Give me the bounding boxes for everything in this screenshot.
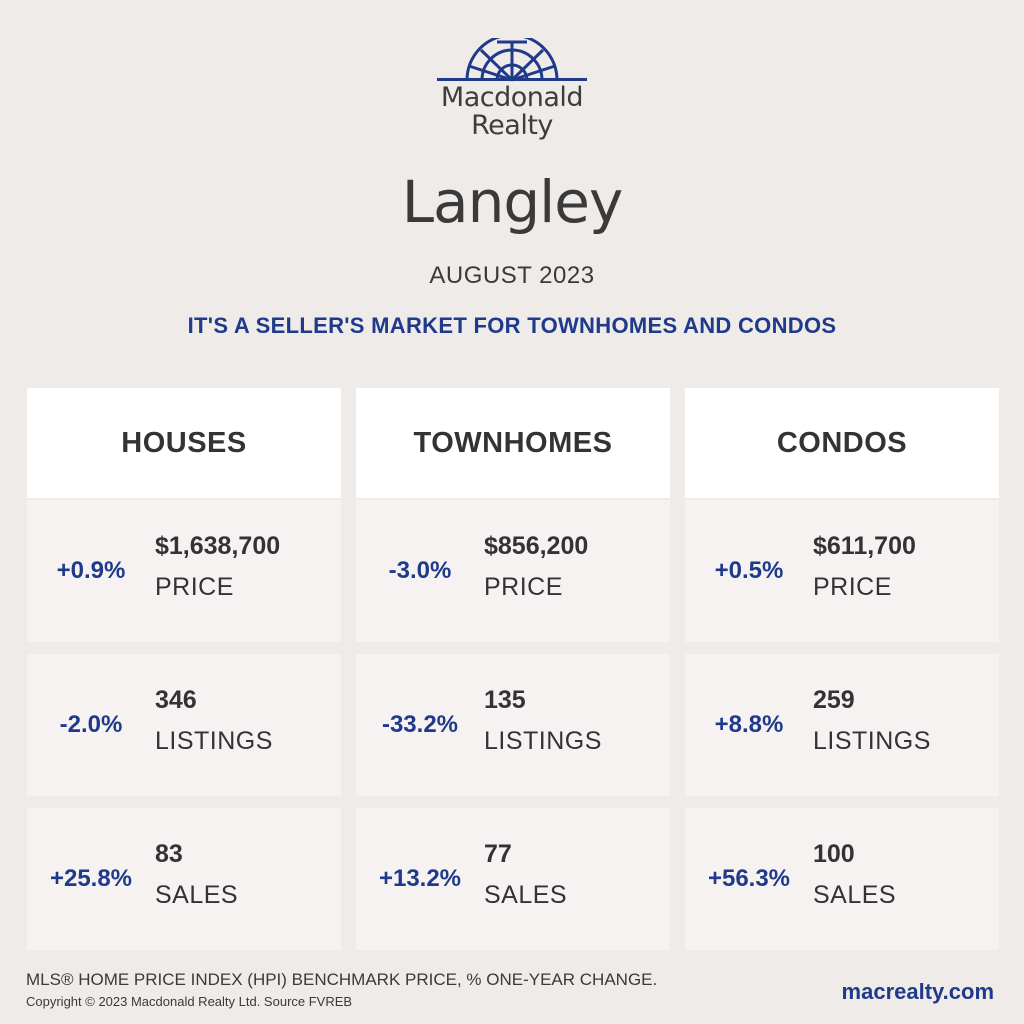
stat-value: $1,638,700	[155, 532, 281, 560]
change-percent: -3.0%	[388, 557, 452, 584]
copyright-text: Copyright © 2023 Macdonald Realty Ltd. S…	[26, 994, 353, 1009]
hpi-footnote: MLS® HOME PRICE INDEX (HPI) BENCHMARK PR…	[26, 970, 658, 989]
website-link[interactable]: macrealty.com	[841, 979, 994, 1004]
stat-label: SALES	[484, 881, 568, 909]
stat-label: PRICE	[484, 573, 563, 601]
change-percent: +0.9%	[56, 557, 126, 584]
stat-label: SALES	[155, 881, 239, 909]
change-percent: +0.5%	[714, 557, 784, 584]
column-title-houses: HOUSES	[27, 388, 341, 498]
change-percent: +25.8%	[49, 865, 133, 892]
change-percent: +13.2%	[378, 865, 462, 892]
stat-value: 259	[813, 686, 855, 714]
stat-label: LISTINGS	[155, 727, 273, 755]
townhomes-listings-card: -33.2% 135 LISTINGS	[356, 654, 670, 796]
stat-label: SALES	[813, 881, 897, 909]
brand-logo: Macdonald Realty	[0, 38, 1024, 140]
condos-column: CONDOS	[685, 388, 999, 498]
houses-listings-card: -2.0% 346 LISTINGS	[27, 654, 341, 796]
stat-label: PRICE	[155, 573, 234, 601]
stat-label: LISTINGS	[484, 727, 602, 755]
stat-value: 77	[484, 840, 512, 868]
houses-price-card: +0.9% $1,638,700 PRICE	[27, 500, 341, 642]
sunburst-logo-icon	[437, 38, 587, 82]
brand-name-line2: Realty	[471, 110, 553, 141]
stat-value: 83	[155, 840, 183, 868]
townhomes-column: TOWNHOMES	[356, 388, 670, 498]
city-title: Langley	[401, 168, 624, 236]
stat-value: $856,200	[484, 532, 589, 560]
stat-value: 135	[484, 686, 526, 714]
houses-sales-card: +25.8% 83 SALES	[27, 808, 341, 950]
stat-value: 346	[155, 686, 197, 714]
stat-value: $611,700	[813, 532, 916, 560]
report-month: AUGUST 2023	[429, 262, 595, 289]
condos-listings-card: +8.8% 259 LISTINGS	[685, 654, 999, 796]
condos-sales-card: +56.3% 100 SALES	[685, 808, 999, 950]
column-title-condos: CONDOS	[685, 388, 999, 498]
townhomes-sales-card: +13.2% 77 SALES	[356, 808, 670, 950]
column-title-townhomes: TOWNHOMES	[356, 388, 670, 498]
condos-price-card: +0.5% $611,700 PRICE	[685, 500, 999, 642]
change-percent: -2.0%	[59, 711, 123, 738]
houses-column: HOUSES	[27, 388, 341, 498]
stat-label: PRICE	[813, 573, 892, 601]
stat-value: 100	[813, 840, 855, 868]
change-percent: +8.8%	[714, 711, 784, 738]
brand-name-line1: Macdonald	[440, 82, 584, 113]
market-headline: IT'S A SELLER'S MARKET FOR TOWNHOMES AND…	[187, 313, 837, 338]
change-percent: -33.2%	[381, 711, 459, 738]
townhomes-price-card: -3.0% $856,200 PRICE	[356, 500, 670, 642]
change-percent: +56.3%	[707, 865, 791, 892]
stat-label: LISTINGS	[813, 727, 931, 755]
